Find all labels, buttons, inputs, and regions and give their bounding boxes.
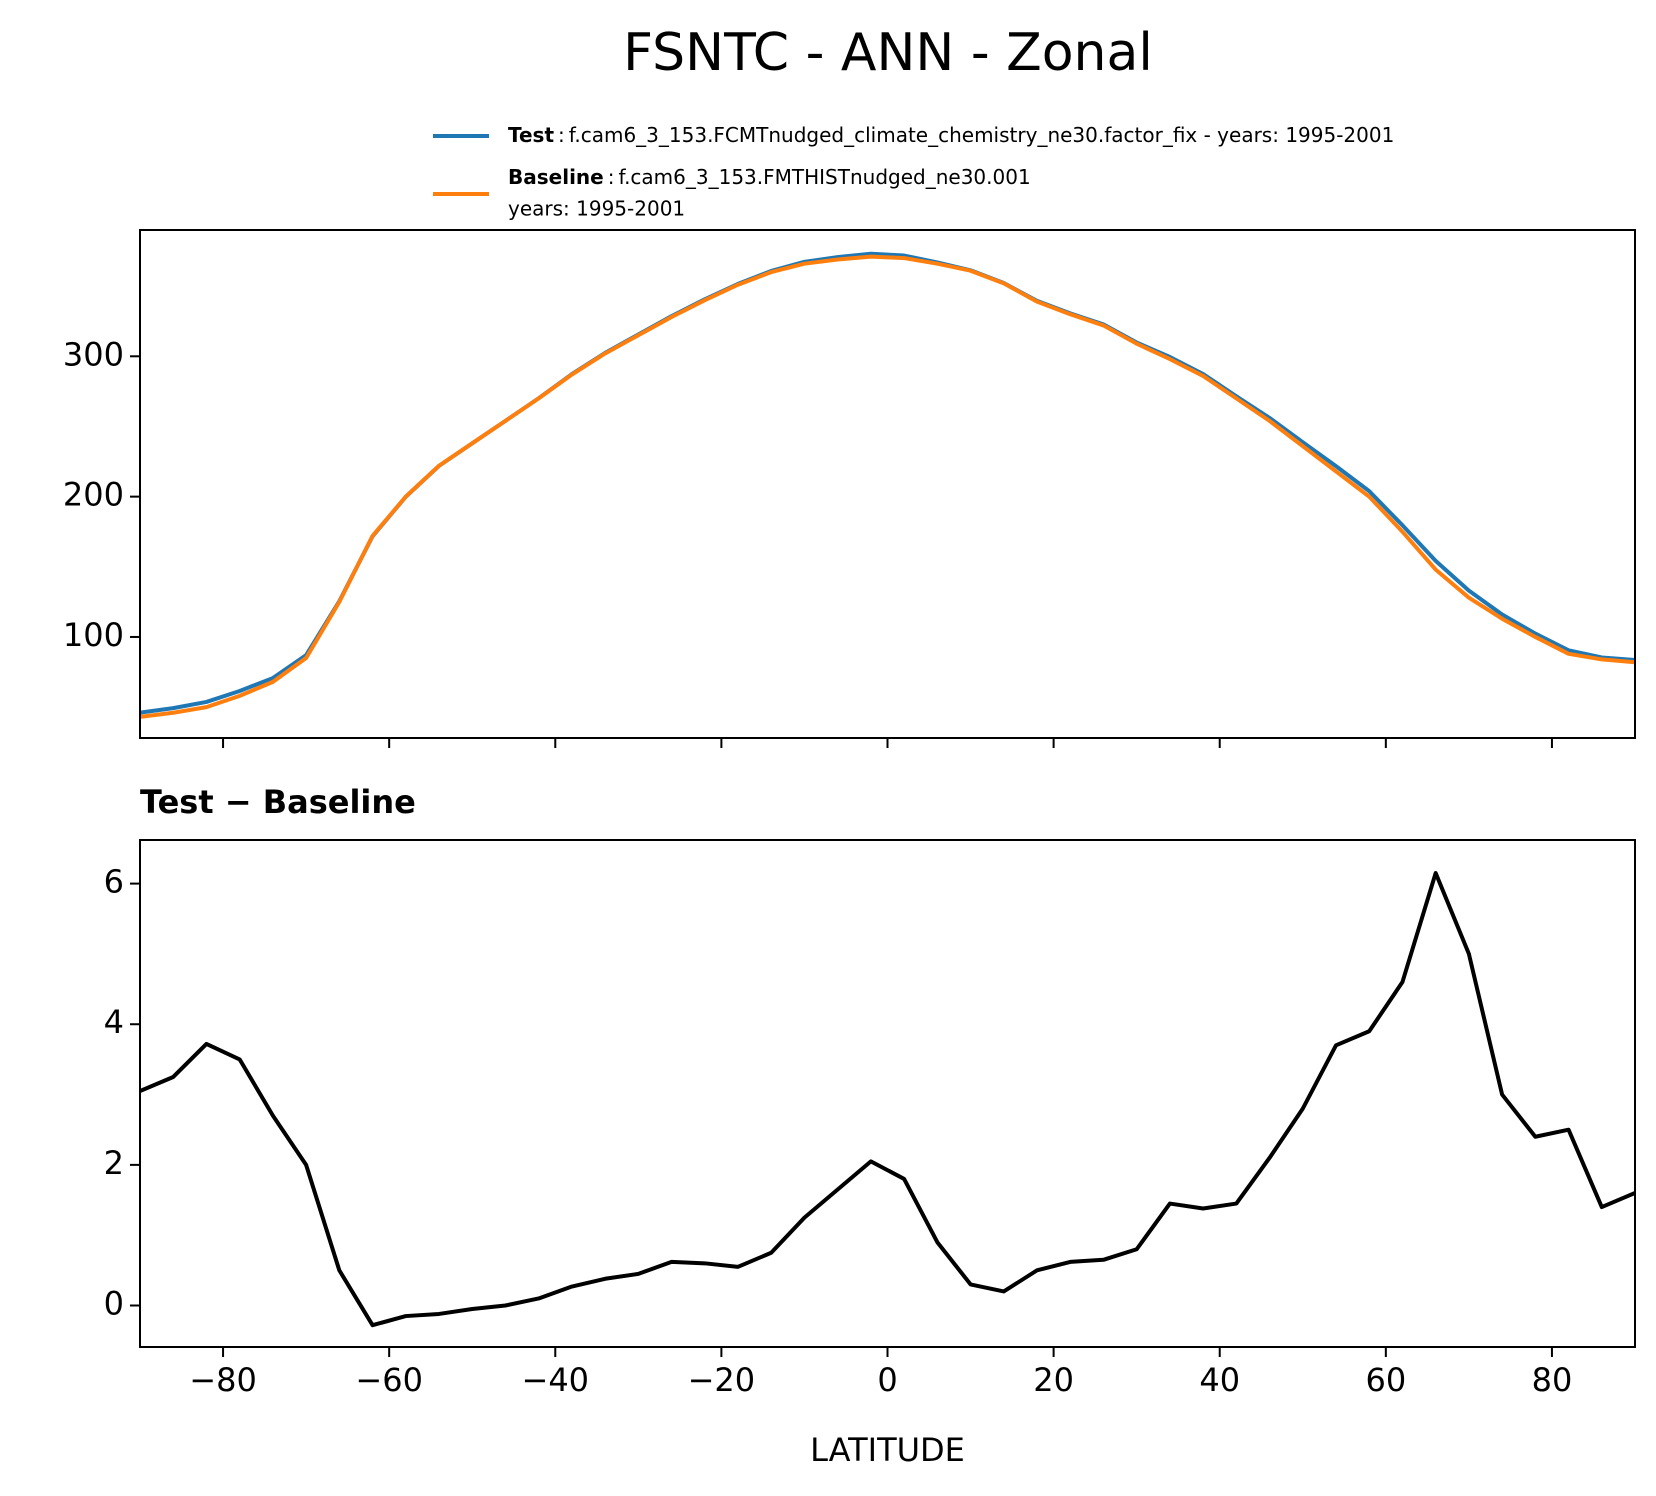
data-line — [140, 254, 1635, 719]
x-tick-label: 80 — [1532, 1361, 1573, 1399]
legend-name: Baseline — [508, 165, 604, 189]
legend-label: Test: f.cam6_3_153.FCMTnudged_climate_che… — [508, 123, 1394, 147]
x-tick-label: −40 — [522, 1361, 590, 1399]
legend-description: years: 1995-2001 — [508, 197, 685, 221]
x-axis-label: LATITUDE — [810, 1431, 965, 1469]
y-tick-label: 300 — [63, 335, 124, 373]
x-tick-label: 20 — [1033, 1361, 1074, 1399]
legend-sep: : — [608, 165, 615, 189]
y-tick-label: 6 — [104, 863, 124, 901]
data-line — [140, 871, 1635, 1328]
x-tick-label: −60 — [355, 1361, 423, 1399]
legend-sep: : — [558, 123, 565, 147]
y-tick-label: 2 — [104, 1144, 124, 1182]
y-tick-label: 4 — [104, 1003, 124, 1041]
y-tick-label: 0 — [104, 1285, 124, 1323]
x-tick-label: 60 — [1365, 1361, 1406, 1399]
legend-description: f.cam6_3_153.FCMTnudged_climate_chemistr… — [569, 123, 1395, 147]
axes-title: Test − Baseline — [140, 783, 416, 821]
x-tick-label: −80 — [189, 1361, 257, 1399]
y-tick-label: 100 — [63, 616, 124, 654]
legend-name: Test — [508, 123, 554, 147]
legend-description: f.cam6_3_153.FMTHISTnudged_ne30.001 — [618, 165, 1030, 189]
x-tick-label: 40 — [1199, 1361, 1240, 1399]
y-tick-label: 200 — [63, 476, 124, 514]
figure-title: FSNTC - ANN - Zonal — [623, 23, 1153, 83]
x-tick-label: 0 — [877, 1361, 897, 1399]
x-tick-label: −20 — [688, 1361, 756, 1399]
legend-label: Baseline: f.cam6_3_153.FMTHISTnudged_ne30… — [508, 165, 1031, 189]
